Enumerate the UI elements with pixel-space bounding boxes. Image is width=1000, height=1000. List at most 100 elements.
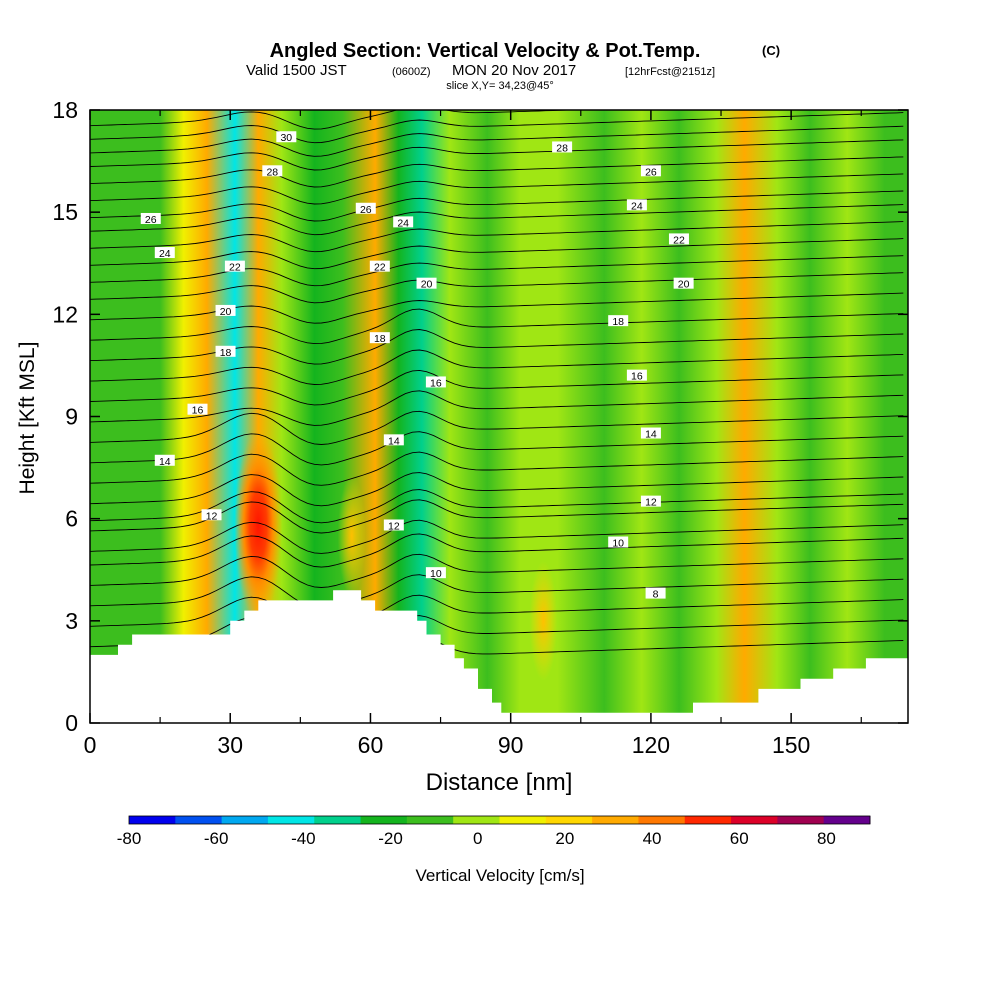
isentrope-line	[90, 125, 904, 157]
svg-text:24: 24	[397, 217, 409, 229]
contour-label: 20	[215, 304, 236, 318]
svg-text:12: 12	[206, 510, 218, 522]
isentrope-line	[90, 489, 904, 524]
x-tick-label: 120	[632, 732, 670, 758]
y-tick-label: 6	[65, 506, 78, 532]
isentrope-line	[90, 173, 904, 205]
svg-text:28: 28	[266, 166, 278, 178]
contour-label: 28	[552, 141, 573, 154]
svg-text:24: 24	[159, 248, 171, 260]
velocity-maximum	[234, 430, 283, 621]
svg-text:12: 12	[388, 520, 400, 532]
y-tick-label: 18	[52, 97, 78, 123]
svg-text:16: 16	[430, 377, 442, 389]
colorbar-tick-label: -40	[291, 829, 316, 848]
contour-label: 12	[640, 495, 661, 509]
isentrope-line	[90, 349, 904, 385]
isentrope-line	[90, 431, 904, 466]
colorbar-swatch	[638, 816, 686, 824]
contour-label: 28	[262, 165, 283, 178]
velocity-field	[90, 110, 908, 723]
contour-label: 26	[640, 165, 661, 178]
svg-text:30: 30	[280, 132, 292, 144]
contour-label: 18	[369, 332, 390, 345]
colorbar-swatch	[175, 816, 223, 824]
isentrope-line	[90, 369, 904, 406]
contour-label: 12	[383, 519, 404, 532]
chart-title-unit: (C)	[762, 43, 780, 58]
colorbar-label: Vertical Velocity [cm/s]	[415, 866, 584, 885]
isentrope-line	[90, 499, 904, 534]
svg-text:22: 22	[229, 262, 241, 274]
y-tick-label: 9	[65, 404, 78, 430]
colorbar-tick-label: 40	[643, 829, 662, 848]
isentrope-line	[90, 472, 904, 507]
contour-label: 30	[276, 131, 297, 144]
contour-label: 10	[608, 536, 629, 550]
svg-text:16: 16	[192, 405, 204, 417]
colorbar-swatch	[731, 816, 778, 824]
svg-text:10: 10	[612, 538, 624, 550]
colorbar-swatch	[823, 816, 871, 824]
x-tick-label: 30	[217, 732, 243, 758]
contour-label: 18	[608, 315, 629, 328]
isentrope-line	[90, 139, 904, 171]
svg-text:14: 14	[159, 456, 171, 468]
isentrope-line	[90, 553, 904, 588]
x-tick-label: 90	[498, 732, 524, 758]
contour-label: 26	[140, 212, 161, 226]
contour-label: 12	[201, 509, 222, 522]
chart-subtitle-utc: (0600Z)	[392, 66, 431, 78]
svg-text:28: 28	[556, 142, 568, 154]
contour-label: 14	[383, 434, 404, 447]
svg-text:24: 24	[631, 200, 643, 212]
svg-text:8: 8	[653, 589, 659, 601]
colorbar-swatch	[777, 816, 825, 824]
colorbar-swatch	[314, 816, 362, 824]
isentrope-line	[90, 272, 904, 304]
y-tick-label: 0	[65, 710, 78, 736]
colorbar-tick-label: -60	[204, 829, 229, 848]
chart-subtitle-forecast: [12hrFcst@2151z]	[625, 66, 715, 78]
contour-label: 24	[626, 199, 647, 212]
x-tick-label: 0	[84, 732, 97, 758]
isentrope-line	[90, 238, 904, 270]
contour-label: 22	[369, 260, 390, 274]
contour-label: 26	[355, 202, 376, 216]
svg-text:26: 26	[145, 214, 157, 226]
y-tick-label: 15	[52, 199, 78, 225]
contour-label: 10	[425, 567, 446, 580]
svg-text:10: 10	[430, 568, 442, 580]
isentrope-line	[90, 615, 904, 650]
x-tick-label: 60	[358, 732, 384, 758]
contour-label: 20	[416, 277, 437, 291]
isentrope-line	[90, 221, 904, 253]
colorbar-tick-label: 80	[817, 829, 836, 848]
isentrope-line	[90, 410, 904, 445]
isentrope-line	[90, 308, 904, 345]
isentrope-line	[90, 204, 904, 236]
isentrope-line	[90, 156, 904, 188]
svg-text:18: 18	[612, 316, 624, 328]
contour-label: 14	[640, 427, 661, 441]
isentrope-line	[90, 533, 904, 568]
isentrope-line	[90, 574, 904, 609]
contour-label: 24	[393, 216, 414, 229]
colorbar-tick-label: -20	[378, 829, 403, 848]
y-axis-label: Height [Kft MSL]	[16, 342, 39, 495]
svg-text:22: 22	[374, 262, 386, 274]
contour-label: 22	[668, 233, 689, 246]
colorbar-swatch	[360, 816, 408, 824]
colorbar-tick-label: 60	[730, 829, 749, 848]
colorbar-swatch	[499, 816, 547, 824]
svg-text:20: 20	[421, 279, 433, 291]
svg-text:16: 16	[631, 371, 643, 383]
colorbar-tick-label: 0	[473, 829, 482, 848]
contour-label: 22	[224, 260, 245, 274]
chart-subtitle-date: MON 20 Nov 2017	[452, 62, 576, 79]
contour-label: 8	[645, 587, 666, 601]
velocity-maximum	[337, 475, 366, 596]
isentrope-line	[90, 390, 904, 426]
isentrope-line	[90, 112, 904, 144]
y-tick-label: 12	[52, 301, 78, 327]
